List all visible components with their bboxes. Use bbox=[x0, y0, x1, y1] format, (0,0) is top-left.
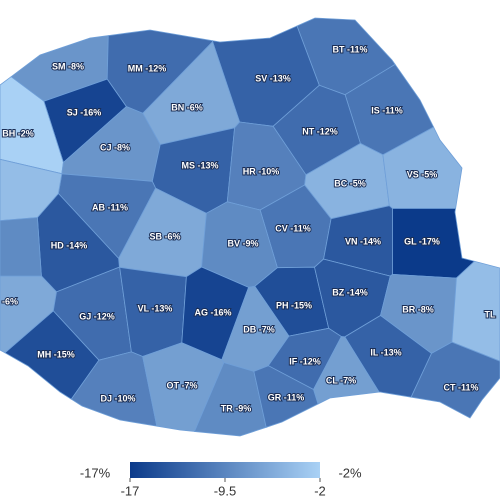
region-label: MS -13% bbox=[181, 160, 218, 170]
labels: SM -8% MM -12% BT -11% SV -13% SJ -16% BN -6%… bbox=[1, 43, 497, 414]
region-label: SJ -16% bbox=[67, 107, 102, 117]
region-label: SV -13% bbox=[255, 73, 291, 83]
legend-min-label: -17% bbox=[80, 465, 111, 480]
region-label: GL -17% bbox=[404, 236, 440, 246]
region-label: BT -11% bbox=[332, 44, 367, 54]
region-label: BZ -14% bbox=[332, 287, 368, 297]
region-label: TL bbox=[485, 309, 496, 319]
region-label: BH -2% bbox=[2, 128, 34, 138]
region bbox=[253, 365, 319, 428]
region-label: AB -11% bbox=[92, 202, 128, 212]
region-label: CV -11% bbox=[275, 223, 311, 233]
region-label: CJ -8% bbox=[100, 142, 130, 152]
region-label: SM -8% bbox=[52, 61, 84, 71]
region-label: VS -5% bbox=[407, 169, 438, 179]
region-label: VN -14% bbox=[345, 236, 381, 246]
region bbox=[0, 158, 63, 222]
region-label: IF -12% bbox=[289, 356, 321, 366]
region-label: TR -9% bbox=[221, 403, 252, 413]
region-label: GJ -12% bbox=[79, 311, 115, 321]
region-label: HR -10% bbox=[243, 166, 280, 176]
colorbar-tick-label: -9.5 bbox=[214, 483, 236, 498]
colorbar bbox=[130, 462, 320, 478]
region-label: GR -11% bbox=[268, 392, 305, 402]
legend-max-label: -2% bbox=[338, 465, 362, 480]
colorbar-tick-label: -17 bbox=[121, 483, 140, 498]
region-label: AG -16% bbox=[194, 307, 231, 317]
region-label: CT -11% bbox=[443, 382, 478, 392]
region-label: PH -15% bbox=[276, 300, 312, 310]
region bbox=[70, 351, 158, 427]
region-label: IL -13% bbox=[370, 347, 401, 357]
region-label: NT -12% bbox=[302, 126, 338, 136]
region-label: BN -6% bbox=[171, 102, 203, 112]
colorbar-tick-label: -2 bbox=[314, 483, 326, 498]
region bbox=[0, 217, 42, 277]
region-label: MM -12% bbox=[128, 63, 167, 73]
region bbox=[392, 208, 476, 279]
region bbox=[410, 341, 500, 419]
region-label: VL -13% bbox=[138, 303, 173, 313]
region-label: DB -7% bbox=[243, 324, 275, 334]
region-label: BV -9% bbox=[227, 238, 258, 248]
region-label: BC -5% bbox=[334, 178, 366, 188]
region-label: IS -11% bbox=[371, 105, 403, 115]
region-label: HD -14% bbox=[51, 240, 88, 250]
region bbox=[382, 126, 463, 209]
region-label: DJ -10% bbox=[100, 393, 135, 403]
region bbox=[193, 362, 267, 437]
regions bbox=[0, 17, 500, 437]
region-label: CL -7% bbox=[326, 375, 356, 385]
region-label: SB -6% bbox=[149, 231, 180, 241]
region-label: -6% bbox=[2, 296, 18, 306]
region-label: OT -7% bbox=[166, 380, 197, 390]
region-label: MH -15% bbox=[37, 349, 75, 359]
region-label: BR -8% bbox=[402, 304, 434, 314]
